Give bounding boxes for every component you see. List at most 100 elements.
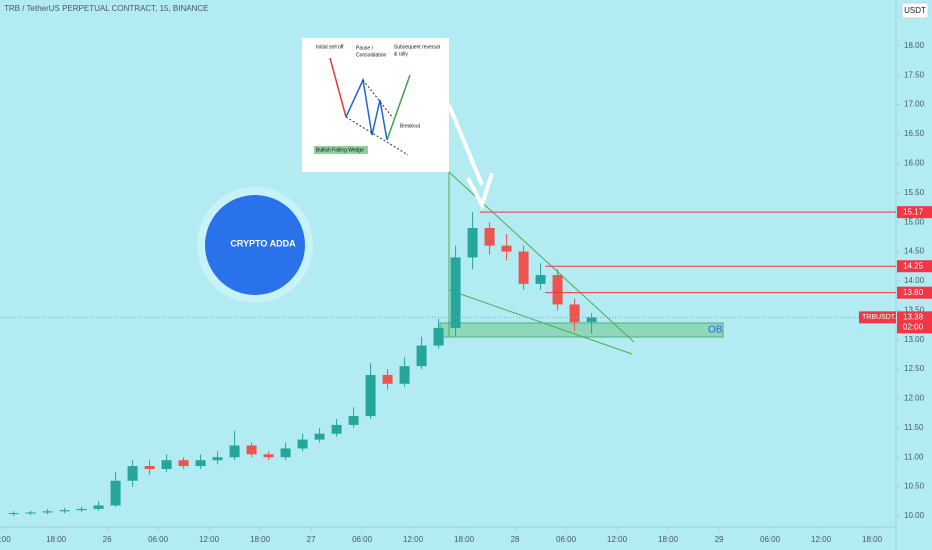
x-tick-label: 18:00 <box>46 535 67 544</box>
inset-text: Subsequent reversal <box>394 44 440 50</box>
arrow <box>447 104 494 211</box>
candle-body <box>229 445 240 458</box>
candle-body <box>382 374 393 384</box>
candle-body <box>365 374 376 417</box>
candle-body <box>552 275 563 305</box>
order-block-label: OB <box>708 325 723 336</box>
candle-body <box>484 228 495 246</box>
candle-body <box>110 480 121 506</box>
inset: Initial sell off Pause / Consolidation S… <box>302 38 449 172</box>
logo-disc <box>205 195 305 295</box>
candle-body <box>467 228 478 258</box>
currency-box[interactable] <box>901 2 929 19</box>
x-tick-label: 26 <box>103 535 112 544</box>
candle-body <box>518 251 529 284</box>
level-box <box>897 260 932 273</box>
y-tick-label: 16.00 <box>904 158 925 167</box>
y-tick-label: 12.50 <box>904 364 925 373</box>
candle-body <box>314 433 325 440</box>
y-tick-label: 14.00 <box>904 276 925 285</box>
y-tick-label: 15.00 <box>904 217 925 226</box>
y-tick-label: 16.50 <box>904 129 925 138</box>
order-block <box>439 322 724 338</box>
x-tick-label: 06:00 <box>148 535 169 544</box>
symbol-label: TRBUSDT.P <box>862 314 901 321</box>
inset-text: & rally <box>394 51 408 57</box>
symbol-box <box>859 311 896 324</box>
chart-title: TRB / TetherUS PERPETUAL CONTRACT, 15, B… <box>4 4 209 13</box>
level-box <box>897 286 932 299</box>
level-label: 15.17 <box>903 207 924 216</box>
inset-text: Bullish Falling Wedge <box>316 147 364 153</box>
candle-body <box>246 445 257 455</box>
candle-body <box>144 466 155 469</box>
y-tick-label: 10.00 <box>904 511 925 520</box>
candle-body <box>76 508 87 511</box>
y-tick-label: 14.50 <box>904 247 925 256</box>
x-tick-label: 12:00 <box>199 535 220 544</box>
y-tick-label: 10.50 <box>904 482 925 491</box>
y-tick-label: 13.50 <box>904 305 925 314</box>
x-tick-label: 28 <box>511 535 520 544</box>
candle-body <box>42 511 53 513</box>
x-tick-label: 18:00 <box>862 535 883 544</box>
x-tick-label: 18:00 <box>454 535 475 544</box>
x-tick-label: 12:00 <box>811 535 832 544</box>
wedge-lower <box>448 289 633 355</box>
candle-body <box>501 245 512 252</box>
candle-body <box>212 457 223 461</box>
candle-body <box>348 416 359 425</box>
x-tick-label: 06:00 <box>352 535 373 544</box>
x-tick-label: 18:00 <box>250 535 271 544</box>
y-tick-label: 11.50 <box>904 423 924 432</box>
y-tick-label: 17.00 <box>904 100 925 109</box>
inset-text: Consolidation <box>356 52 387 58</box>
x-tick-label: 18:00 <box>658 535 679 544</box>
candle-body <box>535 275 546 284</box>
candle-body <box>127 466 138 481</box>
level-box <box>897 206 932 219</box>
x-tick-label: 06:00 <box>760 535 781 544</box>
candle-body <box>586 317 597 323</box>
inset-text: Pause / <box>356 45 374 51</box>
inset-guides <box>345 79 409 156</box>
y-tick-label: 17.50 <box>904 70 925 79</box>
candle-body <box>161 460 172 469</box>
currency[interactable]: USDT <box>904 6 926 15</box>
inset-selloff <box>329 57 347 118</box>
inset-wedge <box>345 77 388 141</box>
candle-body <box>25 512 36 514</box>
level-label: 14.25 <box>903 261 924 270</box>
y-tick-label: 18.00 <box>904 41 925 50</box>
level-label: 13.80 <box>903 288 924 297</box>
y-tick-label: 12.00 <box>904 394 925 403</box>
price-box <box>897 311 932 334</box>
candle-body <box>433 327 444 346</box>
candle-body <box>178 460 189 467</box>
x-tick-label: 12:00 <box>607 535 628 544</box>
inset-rally <box>386 74 411 141</box>
inset-pattern-bg <box>314 146 368 154</box>
y-tick-label: 13.00 <box>904 335 925 344</box>
candle-body <box>569 304 580 323</box>
candle-body <box>93 505 104 509</box>
countdown-label: 02:00 <box>903 322 924 331</box>
y-tick-label: 11.00 <box>904 452 924 461</box>
last-price-label: 13.38 <box>903 312 924 321</box>
y-tick-label: 15.50 <box>904 188 925 197</box>
candle-body <box>8 513 19 515</box>
x-tick-label: 27 <box>307 535 316 544</box>
candle-body <box>331 424 342 434</box>
x-tick-label: 06:00 <box>556 535 577 544</box>
candle-body <box>399 366 410 384</box>
x-tick-label: :00 <box>0 535 11 544</box>
x-tick-label: 12:00 <box>403 535 424 544</box>
logo: CRYPTO ADDA <box>197 187 313 303</box>
inset-text: Initial sell off <box>316 44 344 50</box>
candle-body <box>59 510 70 512</box>
candle-body <box>195 460 206 467</box>
logo-text: CRYPTO ADDA <box>230 238 296 248</box>
